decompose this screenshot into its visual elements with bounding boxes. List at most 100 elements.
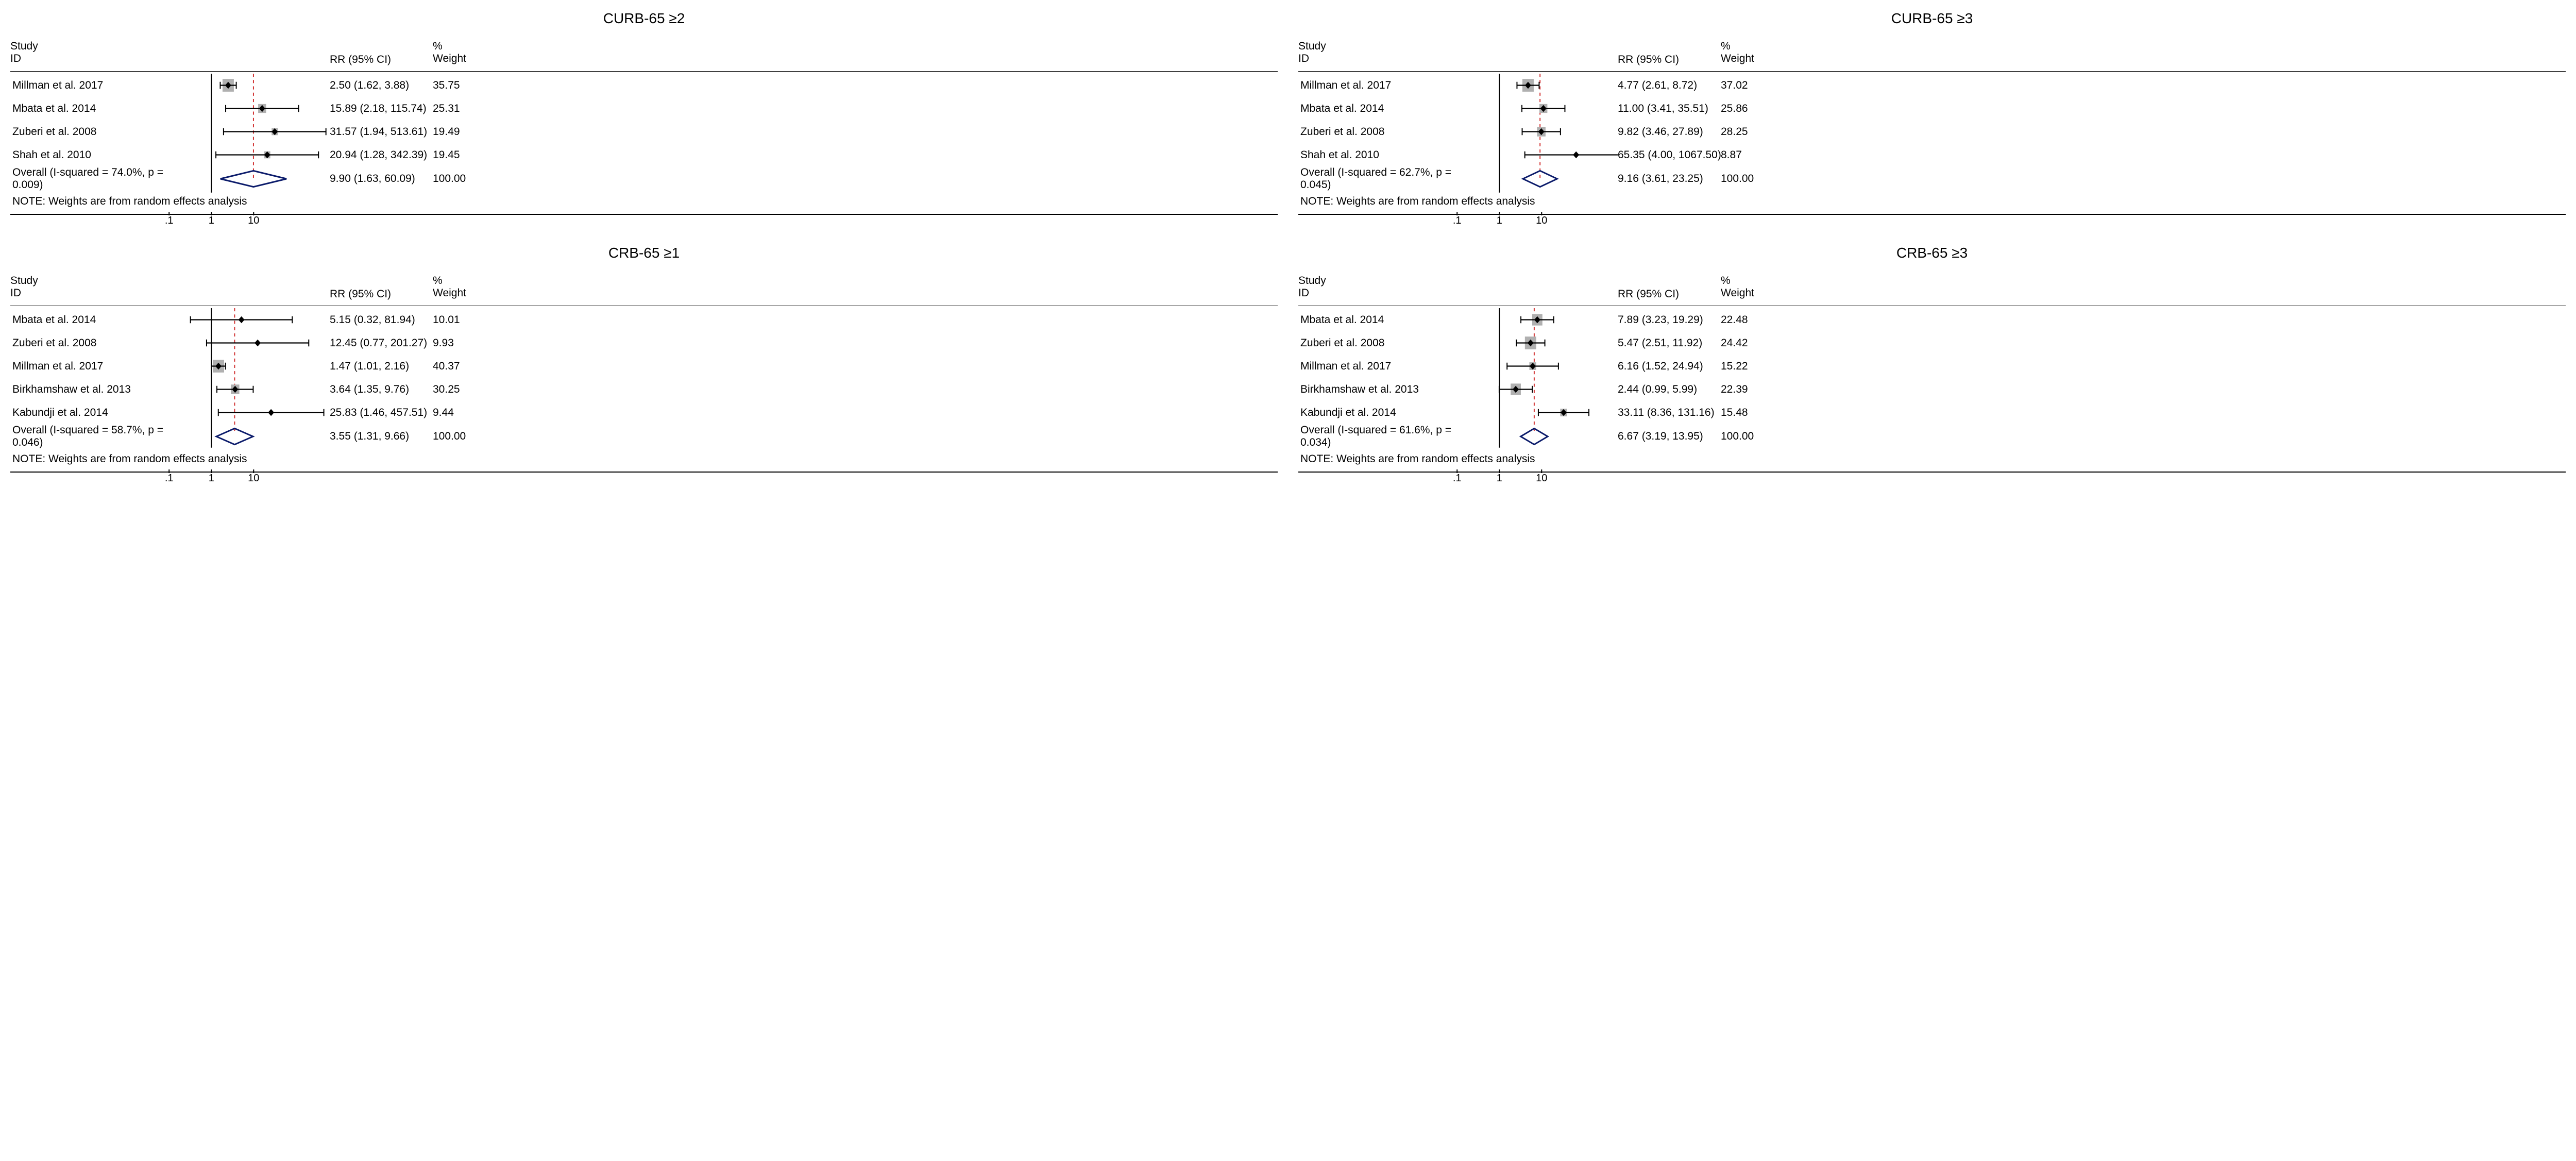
- header-row: StudyIDRR (95% CI)%Weight: [1298, 36, 2566, 69]
- study-rr: 11.00 (3.41, 35.51): [1618, 103, 1721, 115]
- study-rr: 2.44 (0.99, 5.99): [1618, 383, 1721, 396]
- study-weight: 19.49: [433, 126, 484, 138]
- study-rr: 7.89 (3.23, 19.29): [1618, 314, 1721, 326]
- axis-tick-label: 10: [248, 473, 259, 484]
- header-plot-gap: [1453, 36, 1618, 69]
- study-plot: [1453, 378, 1618, 401]
- separator-line: [1298, 71, 2566, 72]
- study-label: Zuberi et al. 2008: [1298, 126, 1453, 138]
- axis-tick-label: 10: [1536, 473, 1547, 484]
- forest-panel: CRB-65 ≥1 StudyID RR (95% CI)%Weight Mbata …: [10, 245, 1278, 487]
- study-rr: 9.82 (3.46, 27.89): [1618, 126, 1721, 138]
- forest-panel: CRB-65 ≥3 StudyIDRR (95% CI)%Weight Mbata …: [1298, 245, 2566, 487]
- study-rr: 3.64 (1.35, 9.76): [330, 383, 433, 396]
- study-label: Birkhamshaw et al. 2013: [1298, 383, 1453, 396]
- header-row: StudyID RR (95% CI)%Weight: [10, 271, 1278, 304]
- study-label: Mbata et al. 2014: [10, 103, 165, 115]
- study-label: Kabundji et al. 2014: [1298, 407, 1453, 419]
- header-plot-gap: [165, 36, 330, 69]
- axis-tick-label: 1: [209, 473, 214, 484]
- study-rr: 20.94 (1.28, 342.39): [330, 149, 433, 161]
- axis-area: .1 1 10: [10, 473, 1278, 487]
- study-rr: 6.16 (1.52, 24.94): [1618, 360, 1721, 373]
- study-row: Millman et al. 20176.16 (1.52, 24.94)15.…: [1298, 355, 2566, 378]
- overall-weight: 100.00: [433, 173, 484, 185]
- overall-plot: [165, 166, 330, 191]
- axis-ticks: .1110: [165, 215, 330, 229]
- plot-body: Millman et al. 20172.50 (1.62, 3.88)35.7…: [10, 74, 1278, 212]
- study-plot: [1453, 97, 1618, 120]
- study-row: Millman et al. 20172.50 (1.62, 3.88)35.7…: [10, 74, 1278, 97]
- study-plot: [165, 143, 330, 166]
- study-label: Millman et al. 2017: [10, 360, 165, 373]
- overall-row: Overall (I-squared = 61.6%, p = 0.034)6.…: [1298, 424, 2566, 449]
- study-rr: 33.11 (8.36, 131.16): [1618, 407, 1721, 419]
- study-weight: 19.45: [433, 149, 484, 161]
- study-label: Mbata et al. 2014: [1298, 103, 1453, 115]
- note-text: NOTE: Weights are from random effects an…: [10, 453, 330, 465]
- overall-label: Overall (I-squared = 62.7%, p = 0.045): [1298, 166, 1453, 191]
- overall-weight: 100.00: [433, 430, 484, 443]
- study-plot: [165, 120, 330, 143]
- panel-title: CRB-65 ≥3: [1298, 245, 2566, 261]
- overall-row: Overall (I-squared = 62.7%, p = 0.045)9.…: [1298, 166, 2566, 191]
- study-row: Shah et al. 2010 20.94 (1.28, 342.39)19.4…: [10, 143, 1278, 166]
- study-row: Kabundji et al. 2014 33.11 (8.36, 131.16)…: [1298, 401, 2566, 424]
- note-row: NOTE: Weights are from random effects an…: [1298, 191, 2566, 212]
- header-weight: %Weight: [1721, 275, 1772, 299]
- overall-label: Overall (I-squared = 61.6%, p = 0.034): [1298, 424, 1453, 449]
- study-weight: 37.02: [1721, 79, 1772, 92]
- header-weight: %Weight: [1721, 40, 1772, 65]
- plot-body: Mbata et al. 20145.15 (0.32, 81.94)10.01…: [10, 308, 1278, 469]
- header-study: StudyID: [10, 275, 165, 299]
- study-plot: [1453, 120, 1618, 143]
- study-weight: 9.44: [433, 407, 484, 419]
- study-weight: 25.86: [1721, 103, 1772, 115]
- note-row: NOTE: Weights are from random effects an…: [10, 449, 1278, 469]
- header-weight: %Weight: [433, 40, 484, 65]
- axis-tick-label: .1: [1453, 473, 1462, 484]
- note-text: NOTE: Weights are from random effects an…: [1298, 453, 1618, 465]
- header-rr: RR (95% CI): [1618, 39, 1721, 66]
- study-weight: 10.01: [433, 314, 484, 326]
- study-plot: [1453, 331, 1618, 355]
- axis-tick-label: .1: [165, 473, 174, 484]
- axis-ticks: .1 1 10: [165, 473, 330, 487]
- study-plot: [1453, 143, 1618, 166]
- study-row: Zuberi et al. 200831.57 (1.94, 513.61)19…: [10, 120, 1278, 143]
- study-row: Birkhamshaw et al. 20133.64 (1.35, 9.76)…: [10, 378, 1278, 401]
- study-label: Shah et al. 2010: [1298, 149, 1453, 161]
- overall-weight: 100.00: [1721, 430, 1772, 443]
- header-rr: RR (95% CI): [1618, 274, 1721, 300]
- study-label: Zuberi et al. 2008: [10, 337, 165, 349]
- study-weight: 25.31: [433, 103, 484, 115]
- study-row: Mbata et al. 2014 11.00 (3.41, 35.51)25.8…: [1298, 97, 2566, 120]
- axis-ticks: .1110: [1453, 215, 1618, 229]
- study-weight: 35.75: [433, 79, 484, 92]
- study-row: Mbata et al. 20145.15 (0.32, 81.94)10.01: [10, 308, 1278, 331]
- header-rr: RR (95% CI): [330, 274, 433, 300]
- header-row: StudyIDRR (95% CI)%Weight: [1298, 271, 2566, 304]
- study-label: Shah et al. 2010: [10, 149, 165, 161]
- overall-rr: 9.90 (1.63, 60.09): [330, 173, 433, 185]
- study-row: Mbata et al. 201415.89 (2.18, 115.74)25.…: [10, 97, 1278, 120]
- study-row: Mbata et al. 20147.89 (3.23, 19.29)22.48: [1298, 308, 2566, 331]
- header-rr: RR (95% CI): [330, 39, 433, 66]
- overall-plot: [1453, 424, 1618, 449]
- study-row: Zuberi et al. 2008 9.82 (3.46, 27.89)28.2…: [1298, 120, 2566, 143]
- study-weight: 28.25: [1721, 126, 1772, 138]
- study-label: Mbata et al. 2014: [1298, 314, 1453, 326]
- overall-label: Overall (I-squared = 58.7%, p = 0.046): [10, 424, 165, 449]
- header-weight: %Weight: [433, 275, 484, 299]
- study-label: Millman et al. 2017: [10, 79, 165, 92]
- study-weight: 15.48: [1721, 407, 1772, 419]
- study-rr: 1.47 (1.01, 2.16): [330, 360, 433, 373]
- axis-area: .1110: [10, 215, 1278, 229]
- panel-title: CRB-65 ≥1: [10, 245, 1278, 261]
- study-label: Mbata et al. 2014: [10, 314, 165, 326]
- panel-title: CURB-65 ≥2: [10, 10, 1278, 27]
- header-plot-gap: [1453, 271, 1618, 304]
- axis-area: .1110: [1298, 473, 2566, 487]
- study-label: Zuberi et al. 2008: [1298, 337, 1453, 349]
- axis-tick-label: .1: [165, 215, 174, 227]
